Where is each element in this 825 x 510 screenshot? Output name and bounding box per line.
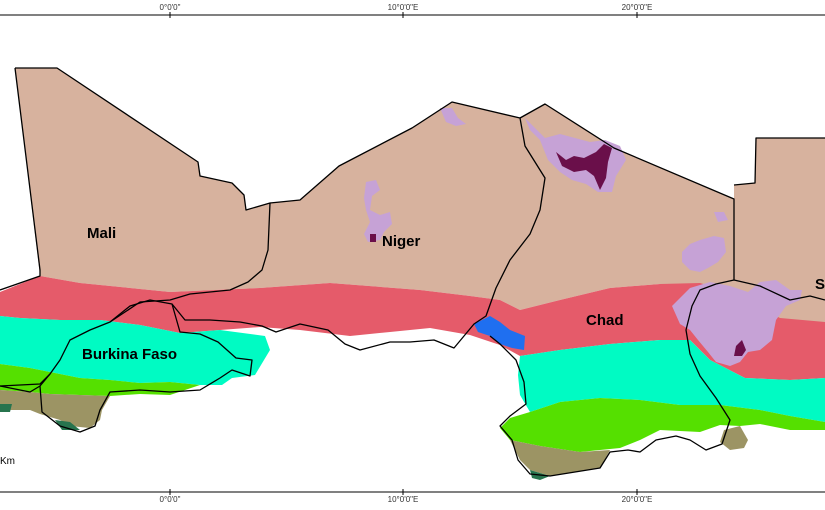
highland-east-small	[714, 212, 728, 222]
highland-core-air	[370, 234, 376, 242]
graticule-top-10e: 10°0'0"E	[387, 3, 419, 12]
highland-core-darfur	[734, 340, 746, 356]
zone-red	[0, 276, 825, 380]
zone-olive-east	[510, 440, 610, 476]
highland-darfur	[672, 280, 802, 366]
zone-cyan	[0, 316, 270, 385]
scale-unit-label: Km	[0, 456, 15, 467]
highland-niger-north	[440, 108, 466, 126]
zone-cyan-east	[518, 340, 825, 422]
country-label-sudan-partial: S	[815, 276, 825, 293]
zone-green-east	[500, 398, 825, 452]
graticule-top-20e: 20°0'0"E	[621, 3, 653, 12]
graticule-bottom-20e: 20°0'0"E	[621, 495, 653, 504]
zone-dark-green-3	[0, 404, 12, 412]
country-label-burkina-faso: Burkina Faso	[82, 346, 178, 363]
zone-desert	[15, 68, 825, 330]
zone-olive-east-2	[720, 426, 748, 450]
zone-dark-green	[55, 420, 80, 430]
highland-ennedi	[682, 236, 726, 272]
zone-green	[0, 364, 200, 396]
lake-chad	[474, 316, 525, 350]
graticule-bottom-0: 0°0'0"	[159, 495, 181, 504]
country-label-chad: Chad	[586, 312, 624, 329]
graticule-bottom-10e: 10°0'0"E	[387, 495, 419, 504]
country-label-mali: Mali	[87, 225, 117, 242]
zone-olive	[0, 390, 110, 428]
graticule-top-0: 0°0'0"	[159, 3, 181, 12]
highland-core-tibesti	[556, 144, 612, 190]
country-label-niger: Niger	[382, 233, 421, 250]
country-borders	[0, 67, 825, 477]
highland-air	[364, 180, 392, 242]
